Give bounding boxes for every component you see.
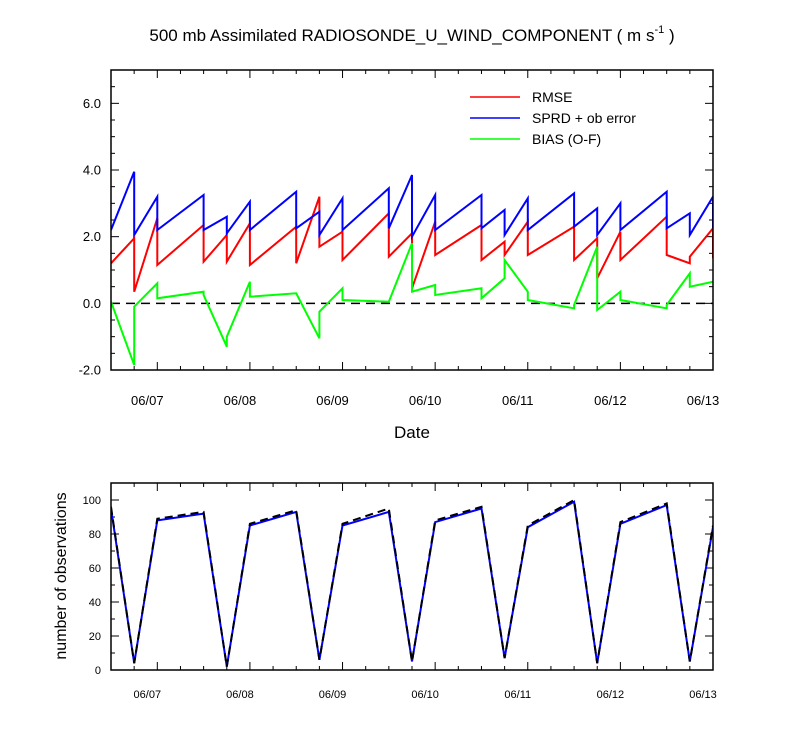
x-tick-label: 06/13 [687,393,720,408]
y-tick-label: 0 [95,665,101,677]
x-tick-label: 06/08 [226,689,254,701]
x-axis-label: Date [394,423,430,442]
chart-title: 500 mb Assimilated RADIOSONDE_U_WIND_COM… [149,24,674,45]
x-tick-label: 06/09 [316,393,349,408]
y-tick-label: 20 [89,631,101,643]
x-tick-label: 06/08 [224,393,257,408]
x-tick-label: 06/07 [134,689,162,701]
series-line-possible [111,498,713,667]
chart-title-superscript: -1 [654,24,664,36]
x-tick-label: 06/10 [411,689,439,701]
x-tick-label: 06/09 [319,689,347,701]
y-tick-label: 60 [89,563,101,575]
y-tick-label: 0.0 [83,296,101,311]
x-tick-label: 06/11 [502,393,534,408]
x-tick-label: 06/11 [504,689,531,701]
y-axis-label: number of observations [53,492,70,659]
legend-label-sprd-ob-error: SPRD + ob error [532,110,636,126]
x-tick-label: 06/07 [131,393,164,408]
y-tick-label: -2.0 [79,363,101,378]
plot-frame [110,482,714,671]
series-line-assimilated [111,500,713,667]
x-tick-label: 06/12 [594,393,627,408]
chart-title-tail: ) [664,26,674,45]
y-tick-label: 40 [89,597,101,609]
y-tick-label: 4.0 [83,163,101,178]
y-tick-label: 100 [83,495,101,507]
top-panel: 06/07 06/08 06/09 06/10 06/11 06/12 06/13 -2.0 0… [79,69,720,408]
y-tick-label: 2.0 [83,229,101,244]
x-tick-label: 06/13 [689,689,717,701]
bottom-panel: 06/07 06/08 06/09 06/10 06/11 06/12 06/13 0 20 40… [83,482,717,701]
series-line-sprd-ob-error [111,171,713,241]
y-tick-label: 6.0 [83,96,101,111]
legend: RMSE SPRD + ob error BIAS (O-F) [470,89,636,147]
legend-label-rmse: RMSE [532,89,572,105]
chart-title-main: 500 mb Assimilated RADIOSONDE_U_WIND_COM… [149,26,654,45]
plot-frame [110,69,714,371]
series-line-bias-o-f [111,242,713,366]
x-tick-label: 06/12 [597,689,625,701]
y-tick-label: 80 [89,529,101,541]
legend-label-bias-o-f: BIAS (O-F) [532,131,601,147]
x-tick-label: 06/10 [409,393,442,408]
